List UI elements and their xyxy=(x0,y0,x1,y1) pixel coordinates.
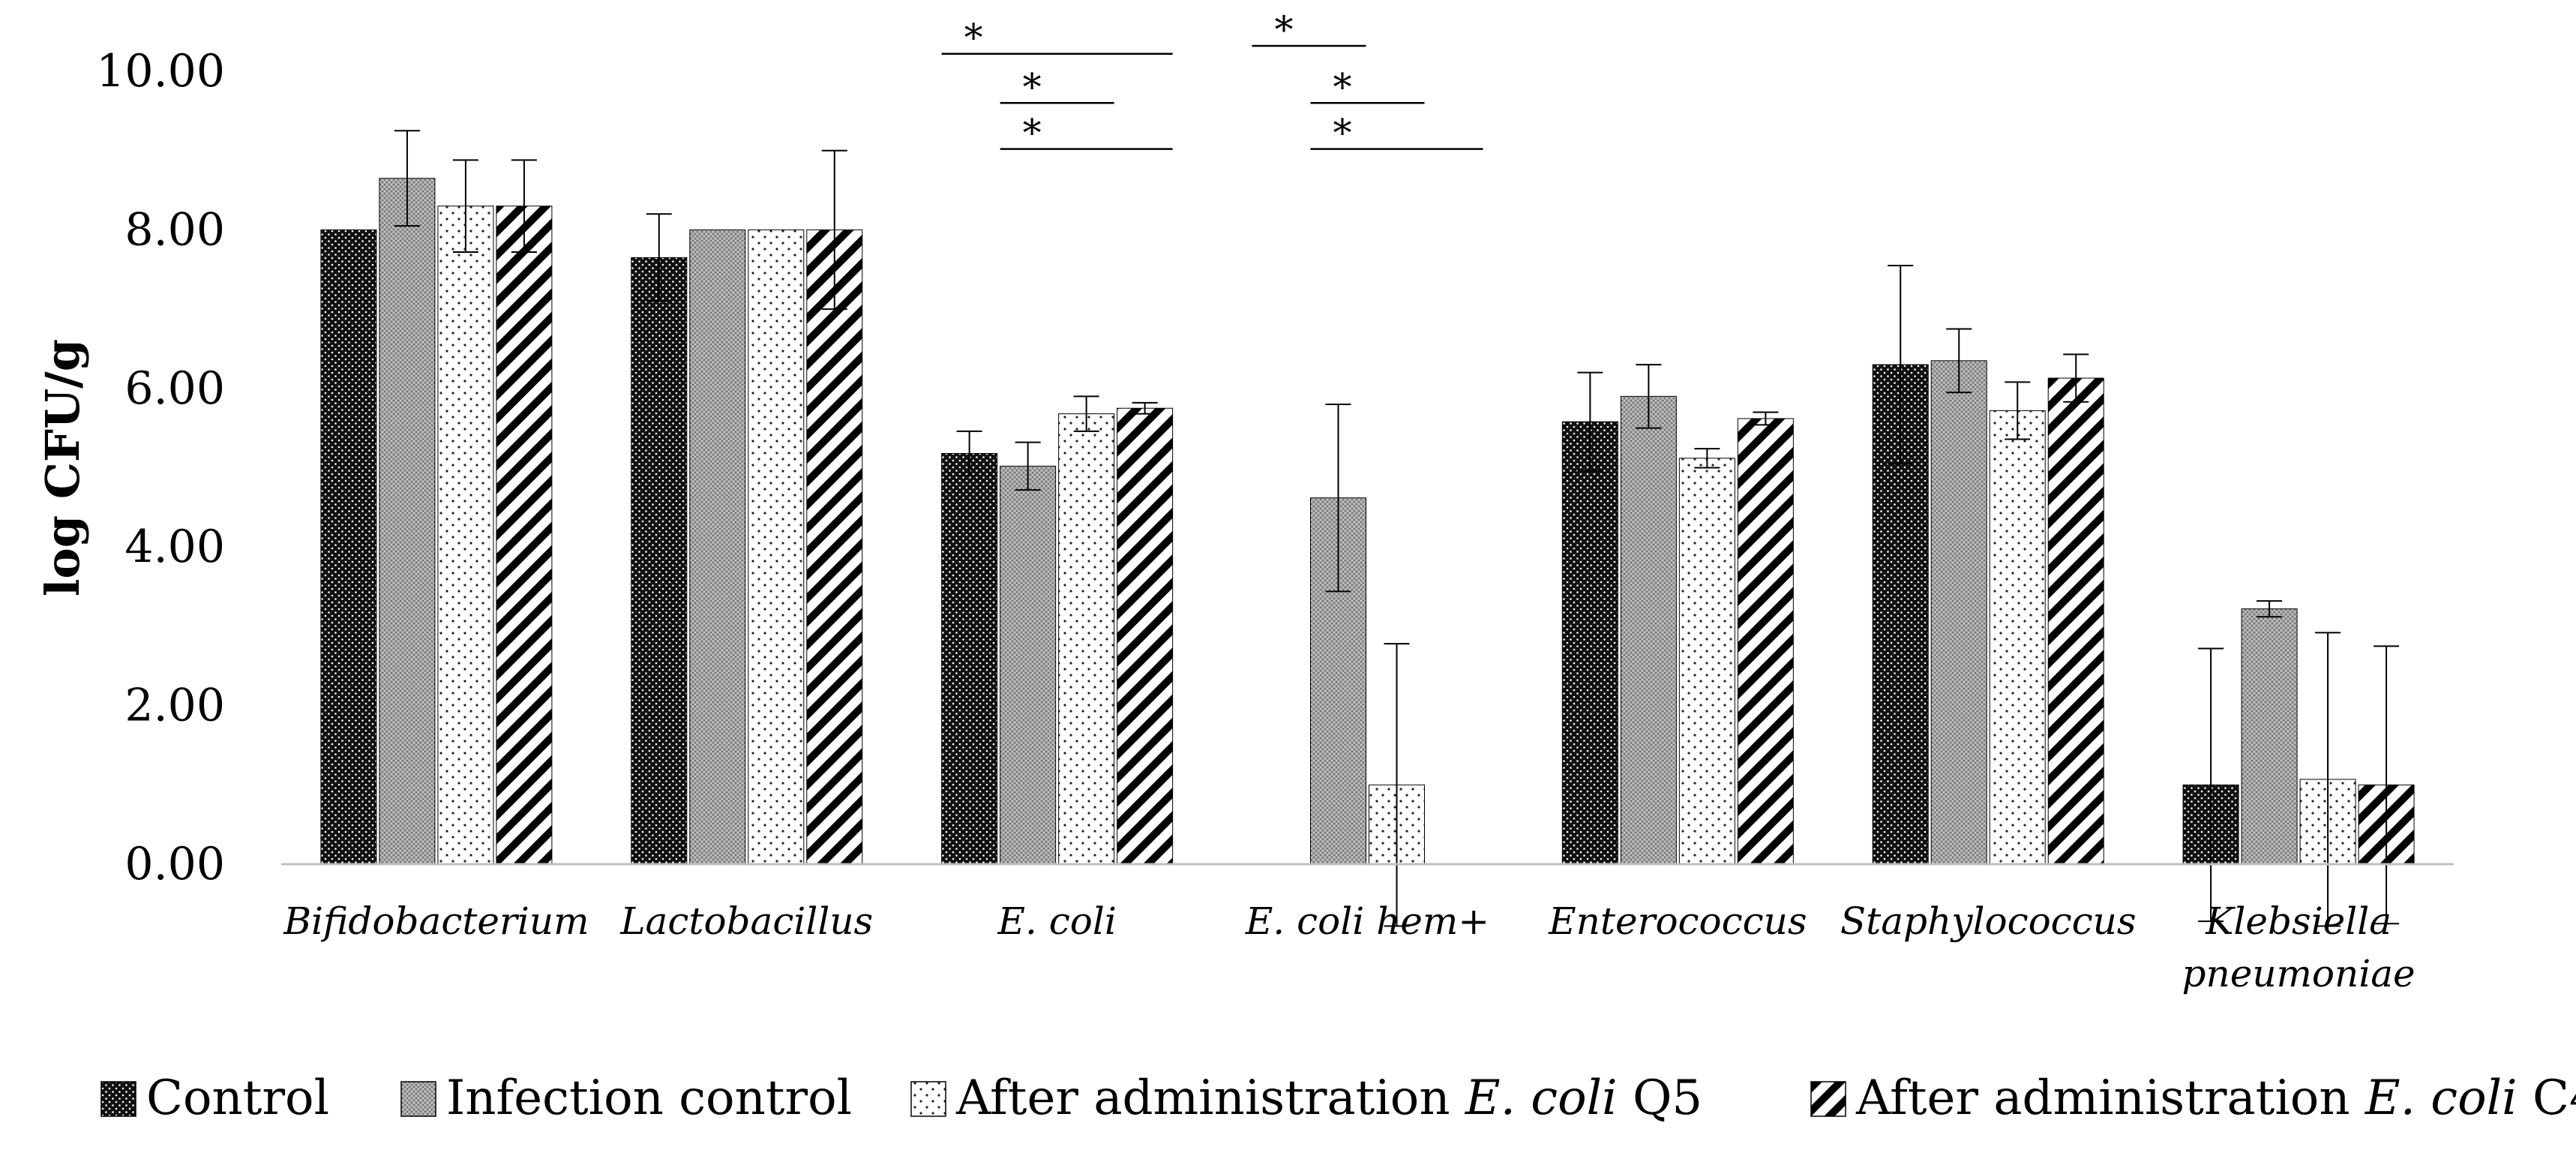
bar xyxy=(941,452,998,865)
significance-star: * xyxy=(1333,65,1352,109)
bar xyxy=(748,229,805,865)
x-tick-label: E. coli xyxy=(997,899,1116,943)
x-tick-label: E. coli hem+ xyxy=(1245,899,1489,943)
y-tick-label: 0.00 xyxy=(124,838,225,890)
legend-label-part: E. coli xyxy=(2365,1070,2518,1126)
legend-label: Infection control xyxy=(446,1070,852,1126)
legend-label-part: Q5 xyxy=(1618,1070,1703,1126)
significance-star: * xyxy=(1333,112,1352,155)
x-axis: Bifidobacterium Lactobacillus E. coli E. co… xyxy=(281,863,2454,995)
bar xyxy=(1930,360,1987,865)
bar xyxy=(1989,410,2046,865)
bar xyxy=(1058,413,1115,865)
bar-layer xyxy=(320,178,2415,865)
bar xyxy=(1620,395,1677,865)
bar xyxy=(1117,407,1174,865)
x-tick-label: pneumoniae xyxy=(2182,952,2416,995)
legend-label: After administration E. coli C41 xyxy=(1855,1070,2576,1126)
y-tick-label: 4.00 xyxy=(124,521,225,573)
bar xyxy=(1000,465,1057,865)
legend-label-part: Infection control xyxy=(446,1070,852,1126)
significance-star: * xyxy=(1023,112,1042,155)
legend-swatch xyxy=(1810,1081,1846,1117)
bar xyxy=(1678,458,1735,865)
legend-swatch xyxy=(400,1081,436,1117)
y-tick-label: 2.00 xyxy=(124,680,225,732)
legend-label-part: E. coli xyxy=(1465,1070,1618,1126)
y-tick-label: 8.00 xyxy=(124,203,225,256)
bar xyxy=(806,229,863,865)
significance-star: * xyxy=(1275,8,1294,52)
legend-label-part: After administration xyxy=(955,1070,1465,1126)
x-tick-label: Lactobacillus xyxy=(619,899,873,943)
x-tick-label: Klebsiella xyxy=(2205,899,2392,943)
bar xyxy=(689,229,746,865)
error-bar-layer xyxy=(394,130,2400,927)
y-axis-title: log CFU/g xyxy=(35,339,90,596)
bar xyxy=(631,257,688,865)
y-tick-label: 6.00 xyxy=(124,362,225,415)
y-axis: 0.00 2.00 4.00 6.00 8.00 10.00 log CFU/g xyxy=(35,45,225,890)
x-tick-label: Enterococcus xyxy=(1548,899,1807,943)
x-tick-label: Staphylococcus xyxy=(1840,899,2137,943)
significance-star: * xyxy=(1023,65,1042,109)
legend-swatch xyxy=(910,1081,946,1117)
legend-label-part: Control xyxy=(146,1070,329,1126)
significance-star: * xyxy=(964,17,983,60)
legend-label-part: After administration xyxy=(1855,1070,2365,1126)
bar xyxy=(1737,418,1794,865)
significance-layer: ****** xyxy=(941,8,1483,155)
legend-swatch xyxy=(100,1081,136,1117)
legend-label: Control xyxy=(146,1070,329,1126)
bar xyxy=(2241,608,2298,865)
y-tick-label: 10.00 xyxy=(96,45,225,98)
bar xyxy=(379,178,436,865)
bar xyxy=(320,229,377,865)
bar xyxy=(437,206,494,865)
legend: Control Infection control After administra… xyxy=(100,1070,2576,1126)
bar xyxy=(496,206,553,865)
legend-label-part: C41 xyxy=(2518,1070,2576,1126)
bar xyxy=(2047,377,2104,865)
legend-label: After administration E. coli Q5 xyxy=(955,1070,1702,1126)
x-tick-label: Bifidobacterium xyxy=(283,899,589,943)
bar xyxy=(1561,421,1618,865)
